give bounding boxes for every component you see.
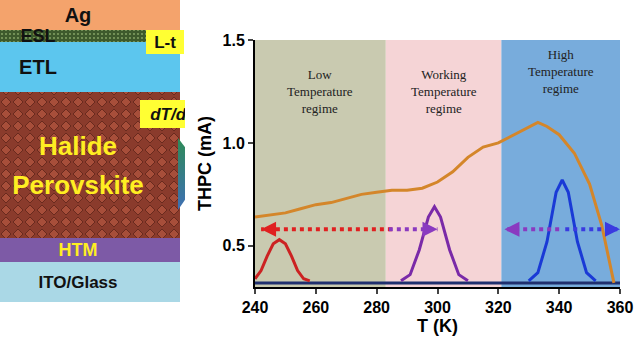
svg-text:ETL: ETL	[19, 56, 57, 78]
svg-text:LowTemperatureregime: LowTemperatureregime	[287, 67, 353, 116]
svg-text:dT/dt: dT/dt	[150, 105, 193, 124]
svg-text:360: 360	[607, 299, 634, 316]
svg-text:0.5: 0.5	[223, 237, 245, 254]
svg-text:HighTemperatureregime: HighTemperatureregime	[528, 47, 594, 96]
svg-text:Ag: Ag	[65, 4, 92, 26]
svg-text:ITO/Glass: ITO/Glass	[38, 273, 117, 292]
svg-text:1.5: 1.5	[223, 32, 245, 49]
svg-text:THPC (mA): THPC (mA)	[195, 116, 215, 211]
svg-text:280: 280	[363, 299, 390, 316]
svg-text:1.0: 1.0	[223, 135, 245, 152]
svg-text:260: 260	[302, 299, 329, 316]
svg-text:Perovskite: Perovskite	[12, 170, 144, 200]
svg-text:ESL: ESL	[20, 26, 56, 46]
svg-text:L-t: L-t	[154, 33, 176, 52]
svg-text:Halide: Halide	[39, 131, 117, 161]
svg-text:340: 340	[546, 299, 573, 316]
svg-text:WorkingTemperatureregime: WorkingTemperatureregime	[411, 67, 477, 116]
svg-text:300: 300	[424, 299, 451, 316]
svg-text:HTM: HTM	[59, 240, 98, 260]
svg-text:320: 320	[485, 299, 512, 316]
svg-text:T (K): T (K)	[417, 316, 458, 336]
svg-text:240: 240	[242, 299, 269, 316]
